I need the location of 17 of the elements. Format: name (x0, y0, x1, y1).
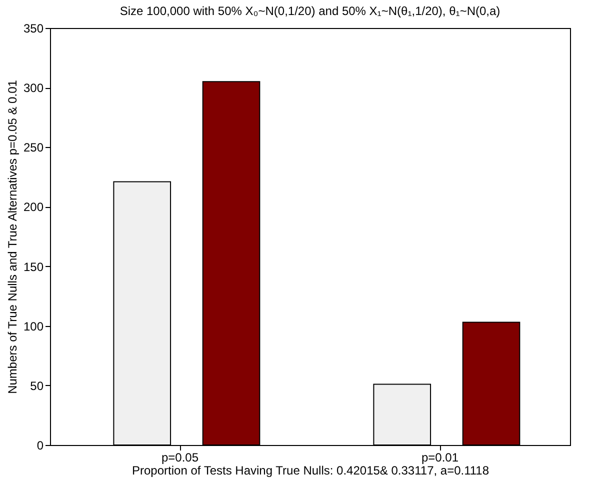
y-tick-label: 100 (23, 319, 44, 334)
y-tick-label: 200 (23, 200, 44, 214)
y-tick-label: 50 (30, 378, 44, 393)
y-tick-label: 350 (23, 22, 44, 36)
bar (113, 181, 172, 446)
y-tick-label: 0 (36, 438, 44, 452)
bar (373, 384, 432, 446)
y-tick-label: 150 (23, 260, 44, 274)
chart-title: Size 100,000 with 50% X₀~N(0,1/20) and 50% X₁~N(θ₁,1/20), θ₁~N(0,a) (120, 4, 500, 18)
y-tick-label: 250 (23, 140, 44, 155)
y-tick-label: 300 (23, 81, 44, 96)
x-axis-title: Proportion of Tests Having True Nulls: 0.42015& 0.33117, a=0.1118 (132, 464, 490, 478)
bar (462, 322, 520, 446)
x-tick-label: p=0.05 (161, 450, 199, 464)
y-axis-title: Numbers of True Nulls and True Alternatives p=0.05 & 0.01 (5, 80, 20, 394)
bar (202, 81, 260, 446)
x-tick-label: p=0.01 (421, 450, 459, 464)
